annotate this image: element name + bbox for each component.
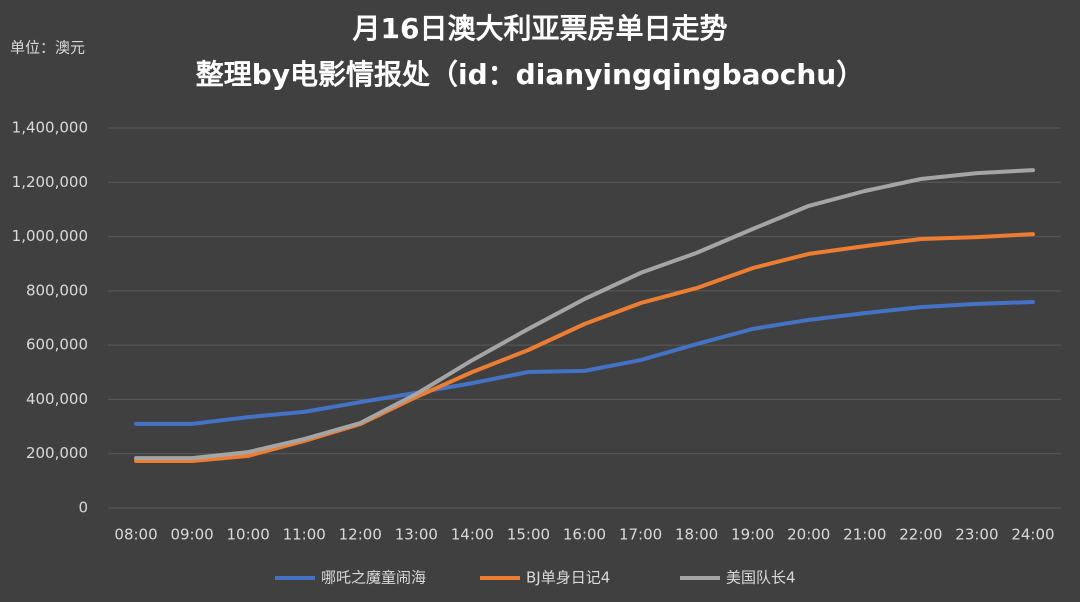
x-tick-label: 22:00 [899, 526, 942, 544]
legend-label: 哪吒之魔童闹海 [321, 569, 426, 587]
x-tick-label: 23:00 [955, 526, 998, 544]
y-tick-label: 400,000 [26, 390, 88, 408]
y-tick-label: 1,400,000 [12, 119, 88, 137]
x-tick-label: 16:00 [563, 526, 606, 544]
y-tick-label: 0 [78, 499, 88, 517]
y-tick-label: 600,000 [26, 336, 88, 354]
y-tick-label: 200,000 [26, 444, 88, 462]
unit-label: 单位：澳元 [10, 39, 85, 57]
x-tick-label: 18:00 [675, 526, 718, 544]
x-tick-label: 24:00 [1011, 526, 1054, 544]
x-tick-label: 11:00 [283, 526, 326, 544]
x-tick-label: 17:00 [619, 526, 662, 544]
x-tick-label: 15:00 [507, 526, 550, 544]
y-tick-label: 800,000 [26, 281, 88, 299]
x-tick-label: 12:00 [339, 526, 382, 544]
series-line [134, 168, 1035, 461]
chart-title: 月16日澳大利亚票房单日走势 [352, 12, 728, 45]
y-tick-label: 1,200,000 [12, 173, 88, 191]
series-line [134, 232, 1035, 463]
x-tick-label: 19:00 [731, 526, 774, 544]
x-tick-label: 20:00 [787, 526, 830, 544]
x-tick-label: 21:00 [843, 526, 886, 544]
x-tick-label: 14:00 [451, 526, 494, 544]
y-tick-label: 1,000,000 [12, 227, 88, 245]
series-line [134, 300, 1035, 426]
x-tick-label: 09:00 [170, 526, 213, 544]
x-tick-label: 08:00 [114, 526, 157, 544]
legend-label: BJ单身日记4 [526, 569, 610, 587]
x-tick-label: 10:00 [227, 526, 270, 544]
chart-subtitle: 整理by电影情报处（id：dianyingqingbaochu） [196, 58, 865, 91]
legend-label: 美国队长4 [726, 569, 796, 587]
x-tick-label: 13:00 [395, 526, 438, 544]
